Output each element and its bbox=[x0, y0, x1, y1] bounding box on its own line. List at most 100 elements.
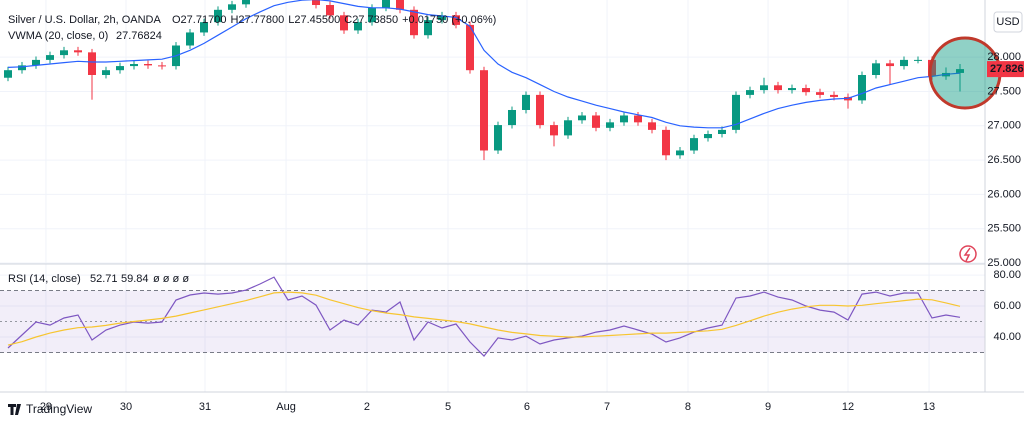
rsi-pane bbox=[0, 276, 985, 358]
candle-body bbox=[746, 90, 755, 95]
candle-body bbox=[87, 52, 96, 75]
price-pane bbox=[3, 0, 965, 161]
candle-body bbox=[718, 129, 727, 135]
y-tick-label: 25.000 bbox=[987, 257, 1021, 269]
alert-icon[interactable] bbox=[959, 245, 977, 263]
x-tick-label: Aug bbox=[276, 401, 296, 413]
x-tick-label: 8 bbox=[685, 401, 691, 413]
brand: TradingView bbox=[26, 402, 92, 416]
y-tick-label: 25.500 bbox=[987, 223, 1021, 235]
candle-body bbox=[521, 94, 530, 110]
indicator-value: 27.76824 bbox=[116, 30, 162, 42]
candle-body bbox=[577, 115, 586, 121]
header: USD Silver / U.S. Dollar, 2h, OANDA O27.… bbox=[8, 11, 1023, 416]
chart-title: Silver / U.S. Dollar, 2h, OANDA bbox=[8, 14, 161, 26]
last-price-label: 27.826 bbox=[990, 63, 1024, 75]
rsi-ma-value: 59.84 bbox=[121, 273, 149, 285]
ohlc-item: L27.45500 bbox=[288, 14, 340, 26]
series-line bbox=[7, 0, 961, 129]
candle-body bbox=[676, 150, 684, 156]
candle-body bbox=[886, 63, 895, 67]
candle-body bbox=[634, 115, 642, 123]
candle-body bbox=[620, 115, 628, 123]
ohlc-item: +0.01750 (+0.06%) bbox=[402, 14, 496, 26]
ohlc-item: C27.73850 bbox=[344, 14, 398, 26]
candle-body bbox=[648, 122, 656, 130]
candle-body bbox=[353, 22, 362, 31]
candle-body bbox=[549, 125, 558, 136]
y-tick-label: 26.000 bbox=[987, 188, 1021, 200]
brand-logo bbox=[8, 404, 21, 415]
candle-body bbox=[199, 22, 208, 33]
candle-body bbox=[479, 70, 488, 151]
y-tick-label: 60.00 bbox=[993, 300, 1021, 312]
candle-body bbox=[325, 5, 334, 16]
candle-body bbox=[914, 59, 923, 61]
last-price-box bbox=[987, 61, 1024, 78]
x-tick-label: 6 bbox=[524, 401, 530, 413]
candle-body bbox=[606, 122, 614, 128]
candle-body bbox=[17, 65, 26, 71]
y-tick-label: 80.00 bbox=[993, 269, 1021, 281]
series-line bbox=[7, 291, 961, 346]
candle-body bbox=[830, 94, 839, 97]
ohlc-item: O27.71700 bbox=[172, 14, 226, 26]
candle-body bbox=[591, 115, 600, 128]
candle-body bbox=[732, 94, 741, 130]
candle-body bbox=[858, 74, 867, 101]
candle-body bbox=[31, 59, 40, 66]
candle-body bbox=[367, 7, 376, 23]
candle-body bbox=[59, 50, 68, 56]
candle-body bbox=[872, 63, 881, 75]
candle-body bbox=[507, 109, 516, 126]
rsi-band bbox=[0, 290, 985, 353]
candle-body bbox=[311, 0, 320, 6]
axes-layer bbox=[0, 0, 1024, 393]
candle-body bbox=[774, 85, 783, 91]
x-tick-label: 7 bbox=[604, 401, 610, 413]
y-tick-label: 27.500 bbox=[987, 85, 1021, 97]
candle-body bbox=[788, 88, 797, 91]
x-tick-label: 12 bbox=[842, 401, 854, 413]
candle-body bbox=[395, 0, 404, 10]
candle-body bbox=[451, 15, 460, 25]
x-tick-label: 5 bbox=[445, 401, 451, 413]
candle-body bbox=[143, 64, 152, 66]
candle-body bbox=[423, 20, 432, 36]
x-tick-label: 2 bbox=[364, 401, 370, 413]
candle-body bbox=[535, 94, 544, 126]
candle-body bbox=[816, 92, 825, 95]
y-tick-label: 26.500 bbox=[987, 154, 1021, 166]
candle-body bbox=[339, 15, 348, 31]
candle-body bbox=[704, 134, 713, 139]
x-tick-label: 9 bbox=[765, 401, 771, 413]
candle-body bbox=[115, 66, 124, 71]
candle-body bbox=[690, 138, 698, 151]
candle-body bbox=[900, 59, 909, 67]
indicator-name: VWMA (20, close, 0) bbox=[8, 30, 108, 42]
candle-body bbox=[409, 9, 418, 36]
candle-body bbox=[802, 88, 811, 93]
currency: USD bbox=[996, 16, 1019, 28]
rsi-value: 52.71 bbox=[90, 273, 118, 285]
candle-body bbox=[227, 4, 236, 10]
alert-bolt bbox=[963, 247, 971, 262]
y-tick-label: 40.00 bbox=[993, 331, 1021, 343]
candle-body bbox=[45, 55, 54, 60]
x-tick-label: 13 bbox=[923, 401, 935, 413]
ohlc-item: H27.77800 bbox=[230, 14, 284, 26]
candle-body bbox=[381, 0, 390, 8]
candle-body bbox=[213, 9, 222, 23]
currency-box bbox=[993, 11, 1023, 33]
ohlc-readout: O27.71700 H27.77800 L27.45500 C27.73850 +0.0… bbox=[172, 14, 496, 26]
x-tick-label: 30 bbox=[120, 401, 132, 413]
candle-body bbox=[928, 59, 937, 77]
candle-body bbox=[465, 24, 474, 71]
candle-body bbox=[185, 32, 194, 46]
candle-body bbox=[563, 120, 572, 136]
candle-body bbox=[956, 69, 965, 73]
label-layer: 29 30 31 Aug 2 5 6 7 8 9 12 13 25.000 25.500 26.000 26.… bbox=[40, 51, 1024, 413]
y-tick-label: 28.000 bbox=[987, 51, 1021, 63]
x-tick-label: 29 bbox=[40, 401, 52, 413]
candle-body bbox=[662, 129, 670, 156]
